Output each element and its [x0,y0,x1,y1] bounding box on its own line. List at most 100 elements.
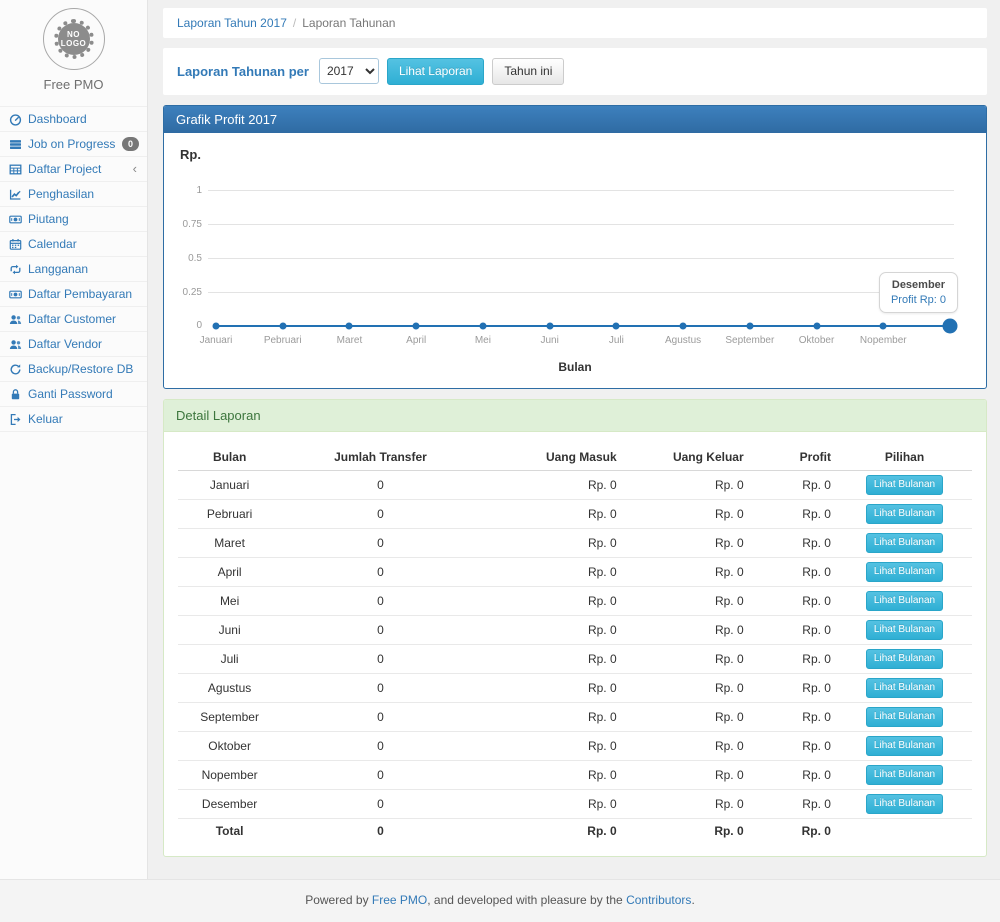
sidebar-item-label: Penghasilan [28,187,95,201]
table-row: Pebruari 0 Rp. 0 Rp. 0 Rp. 0 Lihat Bulan… [178,499,972,529]
data-point-maret[interactable] [345,322,353,330]
cell-uang-keluar: Rp. 0 [622,731,750,761]
data-point-juni[interactable] [546,322,554,330]
data-point-nopember[interactable] [879,322,887,330]
sidebar-item-daftar-customer[interactable]: Daftar Customer [0,306,147,331]
cell-profit: Rp. 0 [749,789,837,819]
sidebar-item-label: Calendar [28,237,77,251]
footer-link-free-pmo[interactable]: Free PMO [371,893,428,908]
footer-text-before: Powered by [305,893,372,908]
cell-uang-keluar: Rp. 0 [622,702,750,732]
data-point-januari[interactable] [212,322,220,330]
lihat-bulanan-button[interactable]: Lihat Bulanan [865,793,944,814]
sidebar-item-job-on-progress[interactable]: Job on Progress 0 [0,131,147,156]
gridline [208,257,954,259]
cell-bulan: September [178,702,282,732]
sidebar-item-label: Ganti Password [28,387,113,401]
footer-link-contributors[interactable]: Contributors [626,893,692,908]
table-row: Maret 0 Rp. 0 Rp. 0 Rp. 0 Lihat Bulanan [178,528,972,558]
x-tick-label: Mei [474,334,491,346]
report-filter-bar: Laporan Tahunan per 2017 Lihat Laporan T… [163,48,987,95]
sidebar-item-label: Piutang [28,212,69,226]
table-row: Oktober 0 Rp. 0 Rp. 0 Rp. 0 Lihat Bulana… [178,731,972,761]
table-row: Nopember 0 Rp. 0 Rp. 0 Rp. 0 Lihat Bulan… [178,760,972,790]
line-chart-icon [9,188,22,201]
sidebar-item-calendar[interactable]: Calendar [0,231,147,256]
profit-series-line [216,324,950,327]
breadcrumb-link-laporan-tahun[interactable]: Laporan Tahun 2017 [177,16,287,30]
cell-bulan: Oktober [178,731,282,761]
page-footer: Powered by Free PMO, and developed with … [0,879,1000,922]
x-tick-label: Juli [608,334,624,346]
data-point-pebruari[interactable] [279,322,287,330]
lihat-bulanan-button[interactable]: Lihat Bulanan [865,561,944,582]
sign-out-icon [9,413,22,426]
cell-jumlah-transfer: 0 [281,673,480,703]
cell-uang-keluar: Rp. 0 [622,615,750,645]
lihat-bulanan-button[interactable]: Lihat Bulanan [865,474,944,495]
table-row: April 0 Rp. 0 Rp. 0 Rp. 0 Lihat Bulanan [178,557,972,587]
lihat-bulanan-button[interactable]: Lihat Bulanan [865,503,944,524]
cell-jumlah-transfer: 0 [281,470,480,500]
data-point-april[interactable] [412,322,420,330]
cell-profit: Rp. 0 [749,615,837,645]
sidebar-item-dashboard[interactable]: Dashboard [0,106,147,131]
col-header-bulan: Bulan [178,443,282,471]
retweet-icon [9,263,22,276]
table-row: Mei 0 Rp. 0 Rp. 0 Rp. 0 Lihat Bulanan [178,586,972,616]
cell-uang-masuk: Rp. 0 [479,470,623,500]
sidebar-item-label: Daftar Customer [28,312,117,326]
lihat-bulanan-button[interactable]: Lihat Bulanan [865,590,944,611]
sidebar-item-langganan[interactable]: Langganan [0,256,147,281]
lihat-laporan-button[interactable]: Lihat Laporan [386,58,485,85]
tahun-ini-button[interactable]: Tahun ini [492,58,565,85]
dashboard-icon [9,113,22,126]
sidebar-item-keluar[interactable]: Keluar [0,406,147,432]
report-table-body: Januari 0 Rp. 0 Rp. 0 Rp. 0 Lihat Bulana… [178,470,972,819]
cell-profit: Rp. 0 [749,528,837,558]
cell-uang-masuk: Rp. 0 [479,644,623,674]
logo-text-line2: LOGO [60,39,87,48]
data-point-mei[interactable] [479,322,487,330]
lihat-bulanan-button[interactable]: Lihat Bulanan [865,677,944,698]
cell-profit: Rp. 0 [749,760,837,790]
sidebar-item-daftar-pembayaran[interactable]: Daftar Pembayaran [0,281,147,306]
data-point-september[interactable] [746,322,754,330]
y-tick-label: 0 [196,319,202,331]
report-table: Bulan Jumlah Transfer Uang Masuk Uang Ke… [178,443,972,843]
sidebar-item-daftar-project[interactable]: Daftar Project ‹ [0,156,147,181]
lihat-bulanan-button[interactable]: Lihat Bulanan [865,648,944,669]
tasks-icon [9,138,22,151]
lihat-bulanan-button[interactable]: Lihat Bulanan [865,735,944,756]
total-uang-keluar: Rp. 0 [622,817,750,843]
sidebar-item-daftar-vendor[interactable]: Daftar Vendor [0,331,147,356]
data-point-oktober[interactable] [813,322,821,330]
cell-profit: Rp. 0 [749,702,837,732]
chart-panel-title: Grafik Profit 2017 [164,105,986,133]
lihat-bulanan-button[interactable]: Lihat Bulanan [865,532,944,553]
detail-panel-body: Bulan Jumlah Transfer Uang Masuk Uang Ke… [164,432,986,857]
table-total-row: Total 0 Rp. 0 Rp. 0 Rp. 0 [178,817,972,843]
cell-profit: Rp. 0 [749,557,837,587]
data-point-juli[interactable] [612,322,620,330]
sidebar-item-penghasilan[interactable]: Penghasilan [0,181,147,206]
calendar-icon [9,238,22,251]
lihat-bulanan-button[interactable]: Lihat Bulanan [865,619,944,640]
lihat-bulanan-button[interactable]: Lihat Bulanan [865,706,944,727]
cell-profit: Rp. 0 [749,586,837,616]
sidebar-item-label: Daftar Vendor [28,337,103,351]
brand: NO LOGO Free PMO [0,0,147,102]
sidebar-item-backup-restore-db[interactable]: Backup/Restore DB [0,356,147,381]
main-content: Laporan Tahun 2017 / Laporan Tahunan Lapor… [148,0,1000,879]
cell-jumlah-transfer: 0 [281,789,480,819]
cell-uang-keluar: Rp. 0 [622,557,750,587]
cell-profit: Rp. 0 [749,644,837,674]
sidebar-item-ganti-password[interactable]: Ganti Password [0,381,147,406]
data-point-desember-highlighted[interactable] [942,318,958,334]
col-header-profit: Profit [749,443,837,471]
lihat-bulanan-button[interactable]: Lihat Bulanan [865,764,944,785]
data-point-agustus[interactable] [679,322,687,330]
year-select[interactable]: 2017 [318,58,379,85]
sidebar-item-label: Keluar [28,412,63,426]
sidebar-item-piutang[interactable]: Piutang [0,206,147,231]
